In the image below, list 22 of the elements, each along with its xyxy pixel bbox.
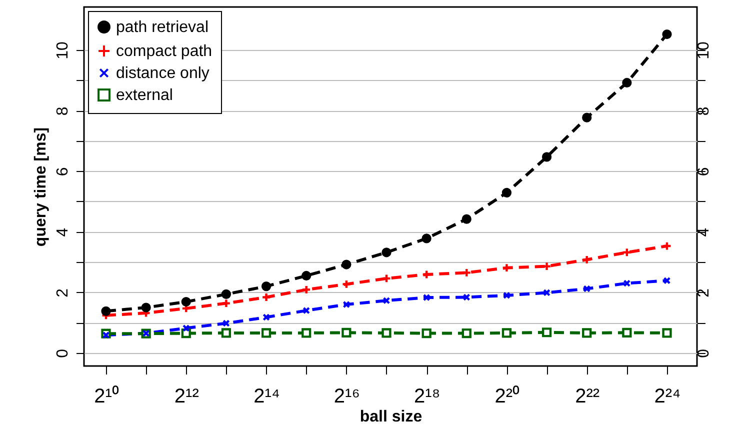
y-tick-label: 0 (54, 348, 72, 358)
y-axis-title: query time [ms] (32, 127, 50, 247)
legend-label: external (116, 87, 173, 104)
x-tick-label: 2²² (575, 386, 600, 408)
y2-tick-label: 10 (696, 42, 712, 60)
y-tick-label: 6 (54, 167, 72, 176)
y-tick-label: 8 (54, 106, 72, 116)
x-axis-title: ball size (360, 408, 422, 426)
legend-label: path retrieval (116, 19, 208, 36)
x-tick-label: 2¹⁸ (414, 386, 440, 408)
x-tick-label: 2¹⁴ (254, 386, 280, 408)
x-tick-label: 2²⁴ (654, 386, 681, 408)
x-tick-label: 2²⁰ (494, 384, 520, 408)
y-tick-label: 2 (54, 288, 72, 298)
y-tick-label: 10 (54, 42, 72, 60)
x-tick-label: 2¹² (174, 386, 200, 408)
y-tick-label: 4 (54, 228, 72, 237)
x-tick-label: 2¹⁰ (94, 384, 119, 408)
x-tick-label: 2¹⁶ (334, 386, 360, 408)
legend-label: distance only (116, 65, 210, 82)
legend-label: compact path (116, 43, 212, 60)
y2-tick-label: 0 (696, 348, 712, 358)
